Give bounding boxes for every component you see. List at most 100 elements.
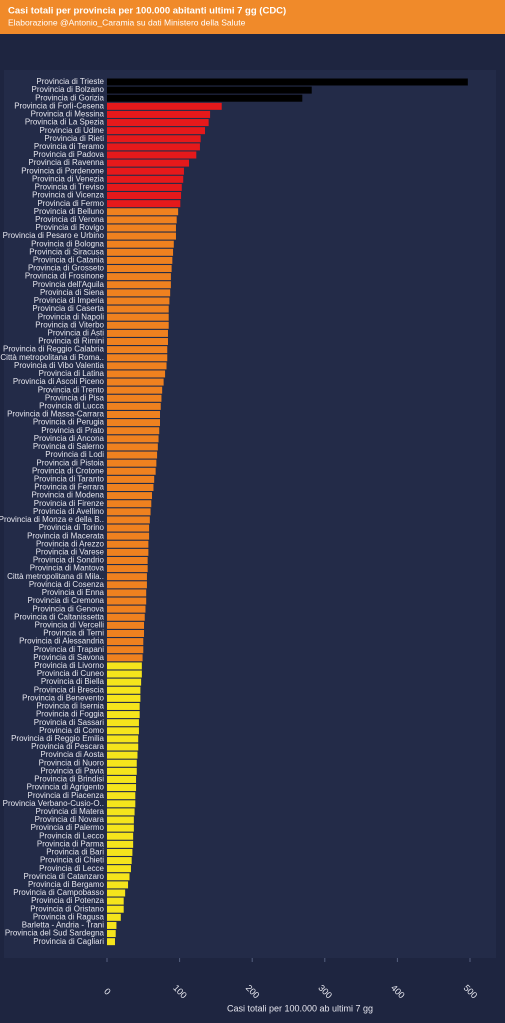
bar bbox=[107, 727, 139, 735]
y-tick-label: Provincia di Caltanissetta bbox=[14, 612, 104, 621]
y-tick-label: Provincia di Frosinone bbox=[25, 272, 105, 281]
y-tick-label: Provincia di Savona bbox=[33, 653, 104, 662]
bar bbox=[107, 784, 137, 792]
y-tick-label: Provincia di Matera bbox=[36, 807, 105, 816]
bar bbox=[107, 459, 157, 467]
y-tick-label: Provincia di Forlì-Cesena bbox=[14, 101, 104, 110]
bar bbox=[107, 492, 153, 500]
bar bbox=[107, 589, 147, 597]
y-tick-label: Provincia di Torino bbox=[39, 523, 105, 532]
bar bbox=[107, 240, 174, 248]
y-tick-label: Provincia di Ferrara bbox=[34, 483, 104, 492]
bar bbox=[107, 792, 136, 800]
bar bbox=[107, 735, 139, 743]
bar bbox=[107, 232, 176, 240]
bar bbox=[107, 840, 134, 848]
bar bbox=[107, 897, 124, 905]
bar bbox=[107, 540, 149, 548]
bar bbox=[107, 565, 148, 573]
plot-area bbox=[4, 70, 496, 958]
bar bbox=[107, 654, 143, 662]
y-tick-label: Provincia di Belluno bbox=[34, 207, 105, 216]
bar bbox=[107, 800, 136, 808]
y-tick-label: Provincia di Udine bbox=[40, 126, 105, 135]
bar bbox=[107, 719, 139, 727]
y-tick-label: Provincia di Verona bbox=[35, 215, 104, 224]
y-tick-label: Barletta - Andria - Trani bbox=[22, 921, 104, 930]
y-tick-label: Provincia di Bergamo bbox=[28, 880, 105, 889]
y-tick-label: Provincia di Catania bbox=[33, 256, 105, 265]
bar bbox=[107, 167, 184, 175]
y-tick-label: Città metropolitana di Roma.. bbox=[0, 353, 104, 362]
y-tick-label: Provincia di Siracusa bbox=[29, 247, 104, 256]
bar bbox=[107, 832, 134, 840]
y-tick-label: Provincia di Bologna bbox=[31, 239, 104, 248]
x-axis-label: Casi totali per 100.000 ab ultimi 7 gg bbox=[227, 1003, 373, 1013]
y-tick-label: Provincia di Venezia bbox=[32, 174, 105, 183]
bar bbox=[107, 338, 168, 346]
bar bbox=[107, 824, 134, 832]
y-tick-label: Provincia di Perugia bbox=[33, 418, 105, 427]
y-tick-label: Provincia di Brindisi bbox=[34, 775, 104, 784]
bar bbox=[107, 321, 169, 329]
y-tick-label: Provincia di Salerno bbox=[33, 442, 105, 451]
y-tick-label: Provincia di Cremona bbox=[28, 596, 105, 605]
chart-subtitle: Elaborazione @Antonio_Caramia su dati Mi… bbox=[8, 17, 246, 27]
bar bbox=[107, 711, 140, 719]
y-tick-label: Provincia di Macerata bbox=[27, 531, 104, 540]
y-tick-label: Provincia Verbano-Cusio-O.. bbox=[3, 799, 104, 808]
y-tick-label: Città metropolitana di Mila.. bbox=[7, 572, 104, 581]
y-tick-label: Provincia di Agrigento bbox=[27, 783, 105, 792]
y-tick-label: Provincia di Cosenza bbox=[29, 580, 105, 589]
bar bbox=[107, 256, 173, 264]
bar bbox=[107, 775, 137, 783]
y-tick-label: Provincia di Treviso bbox=[35, 183, 105, 192]
bar bbox=[107, 451, 158, 459]
y-tick-label: Provincia di Bari bbox=[46, 848, 104, 857]
y-tick-label: Provincia di Pordenone bbox=[21, 166, 104, 175]
bar bbox=[107, 208, 179, 216]
bar bbox=[107, 702, 140, 710]
bar bbox=[107, 435, 159, 443]
y-tick-label: Provincia di Taranto bbox=[34, 474, 105, 483]
y-tick-label: Provincia di La Spezia bbox=[25, 118, 105, 127]
bar bbox=[107, 419, 160, 427]
bar bbox=[107, 808, 135, 816]
y-tick-label: Provincia di Reggio Calabria bbox=[3, 345, 104, 354]
bar bbox=[107, 159, 190, 167]
y-tick-label: Provincia di Trento bbox=[38, 385, 105, 394]
bar bbox=[107, 613, 145, 621]
bar bbox=[107, 743, 139, 751]
bar bbox=[107, 865, 131, 873]
y-tick-label: Provincia di Novara bbox=[35, 815, 105, 824]
y-tick-label: Provincia di Aosta bbox=[40, 750, 104, 759]
bar bbox=[107, 873, 130, 881]
bar bbox=[107, 921, 117, 929]
bar bbox=[107, 759, 137, 767]
y-tick-label: Provincia di Piacenza bbox=[28, 791, 105, 800]
bar bbox=[107, 913, 121, 921]
bar bbox=[107, 532, 150, 540]
bar bbox=[107, 548, 149, 556]
bar bbox=[107, 143, 200, 151]
y-tick-label: Provincia di Arezzo bbox=[36, 539, 105, 548]
bar bbox=[107, 556, 148, 564]
y-tick-label: Provincia di Vercelli bbox=[35, 620, 105, 629]
y-tick-label: Provincia di Monza e della B.. bbox=[0, 515, 104, 524]
bar bbox=[107, 524, 150, 532]
bar bbox=[107, 751, 138, 759]
y-tick-label: Provincia di Gorizia bbox=[35, 93, 104, 102]
y-tick-label: Provincia di Trieste bbox=[36, 77, 104, 86]
bar bbox=[107, 192, 182, 200]
header-band bbox=[0, 0, 505, 34]
y-tick-label: Provincia di Foggia bbox=[36, 710, 105, 719]
y-tick-label: Provincia di Varese bbox=[36, 547, 105, 556]
bar bbox=[107, 694, 141, 702]
bar bbox=[107, 816, 134, 824]
bar bbox=[107, 411, 160, 419]
bar bbox=[107, 135, 201, 143]
y-tick-label: Provincia di Avellino bbox=[33, 507, 105, 516]
bar bbox=[107, 313, 169, 321]
y-tick-label: Provincia di Vicenza bbox=[32, 191, 104, 200]
